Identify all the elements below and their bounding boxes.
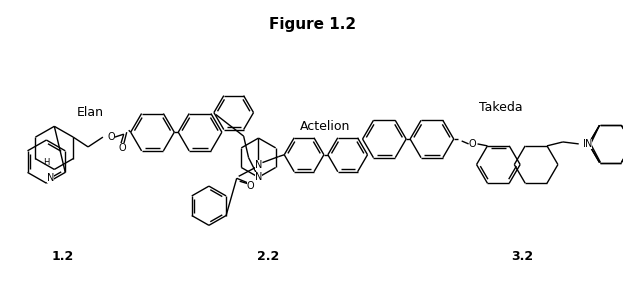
- Text: 3.2: 3.2: [511, 250, 533, 263]
- Text: H: H: [43, 158, 49, 168]
- Text: O: O: [469, 139, 476, 149]
- Text: N: N: [255, 160, 262, 170]
- Text: Takeda: Takeda: [478, 101, 522, 114]
- Text: O: O: [247, 181, 254, 191]
- Text: N: N: [255, 172, 262, 182]
- Text: N: N: [47, 173, 54, 183]
- Text: Elan: Elan: [77, 106, 104, 119]
- Text: O: O: [107, 132, 115, 142]
- Text: 1.2: 1.2: [51, 250, 73, 263]
- Text: N: N: [583, 139, 590, 149]
- Text: Actelion: Actelion: [300, 120, 351, 133]
- Text: N: N: [585, 139, 592, 149]
- Text: O: O: [119, 143, 126, 153]
- Text: Figure 1.2: Figure 1.2: [269, 16, 357, 32]
- Text: 2.2: 2.2: [257, 250, 280, 263]
